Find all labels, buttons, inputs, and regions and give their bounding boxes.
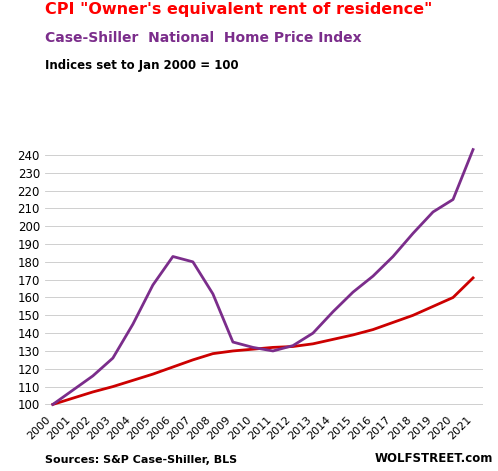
Text: Case-Shiller  National  Home Price Index: Case-Shiller National Home Price Index [45, 31, 362, 45]
Text: Sources: S&P Case-Shiller, BLS: Sources: S&P Case-Shiller, BLS [45, 455, 237, 465]
Text: CPI "Owner's equivalent rent of residence": CPI "Owner's equivalent rent of residenc… [45, 2, 432, 17]
Text: Indices set to Jan 2000 = 100: Indices set to Jan 2000 = 100 [45, 59, 239, 72]
Text: WOLFSTREET.com: WOLFSTREET.com [374, 452, 493, 465]
